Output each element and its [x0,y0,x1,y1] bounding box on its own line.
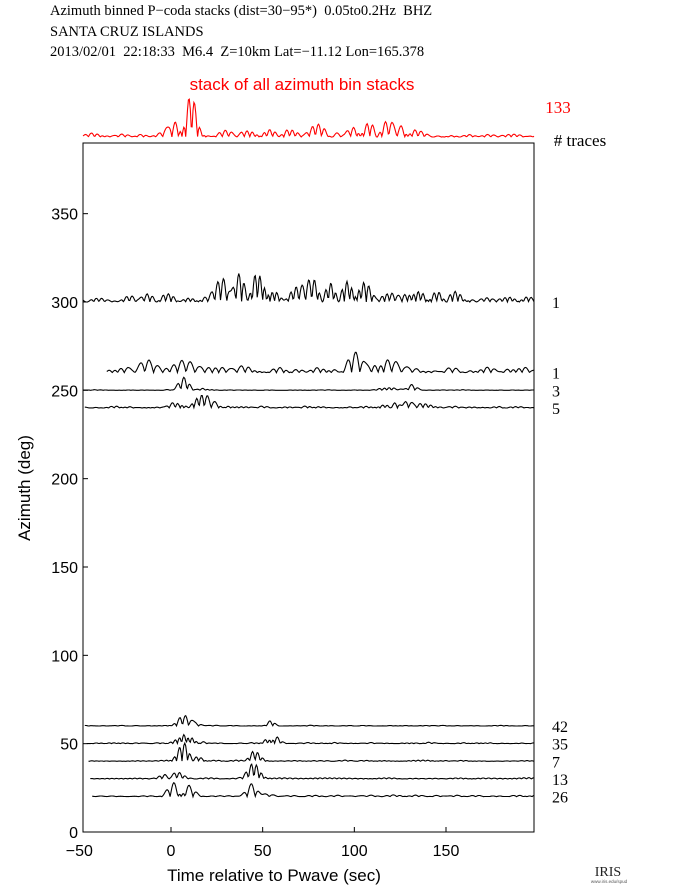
x-tick-label: −50 [66,843,93,860]
top-stack-trace [82,98,535,139]
y-tick-label: 100 [51,648,78,665]
top-stack-count: 133 [545,98,571,117]
azimuth-trace-60 [84,714,534,728]
iris-logo-url: www.iris.edu/spud [591,879,628,884]
azimuth-trace-50 [86,733,534,746]
y-tick-label: 0 [69,825,78,842]
y-tick-label: 200 [51,472,78,489]
header-line-3: 2013/02/01 22:18:33 M6.4 Z=10km Lat=−11.… [50,44,425,60]
x-tick-label: 150 [433,843,460,860]
iris-logo-text: IRIS [595,865,621,880]
y-tick-label: 250 [51,383,78,400]
azimuth-trace-20 [92,781,535,799]
trace-count-label: 5 [552,401,560,418]
azimuth-trace-240 [84,394,535,410]
traces-column-header: # traces [554,131,606,150]
trace-count-label: 1 [552,366,560,383]
x-tick-label: 0 [167,843,176,860]
top-stack-label: stack of all azimuth bin stacks [190,75,415,94]
y-tick-label: 150 [51,560,78,577]
x-axis-label: Time relative to Pwave (sec) [167,866,381,885]
x-tick-label: 100 [341,843,368,860]
azimuth-trace-250 [82,376,534,392]
azimuth-trace-260 [106,351,535,375]
header-line-2: SANTA CRUZ ISLANDS [50,24,204,40]
trace-count-label: 13 [552,772,568,789]
azimuth-trace-30 [90,763,535,780]
trace-count-label: 26 [552,790,568,807]
trace-count-label: 7 [552,754,560,771]
header-line-1: Azimuth binned P−coda stacks (dist=30−95… [50,3,433,19]
trace-count-label: 1 [552,295,560,312]
x-tick-label: 50 [254,843,272,860]
y-axis-label: Azimuth (deg) [15,435,34,541]
trace-count-label: 42 [552,719,568,736]
azimuth-trace-40 [88,741,535,763]
y-tick-label: 300 [51,295,78,312]
azimuth-trace-300 [82,273,535,304]
iris-logo: IRIS www.iris.edu/spud [591,865,628,884]
y-tick-label: 50 [60,737,78,754]
trace-count-label: 3 [552,383,560,400]
trace-count-label: 35 [552,737,568,754]
y-tick-label: 350 [51,207,78,224]
plot-frame [82,142,535,833]
